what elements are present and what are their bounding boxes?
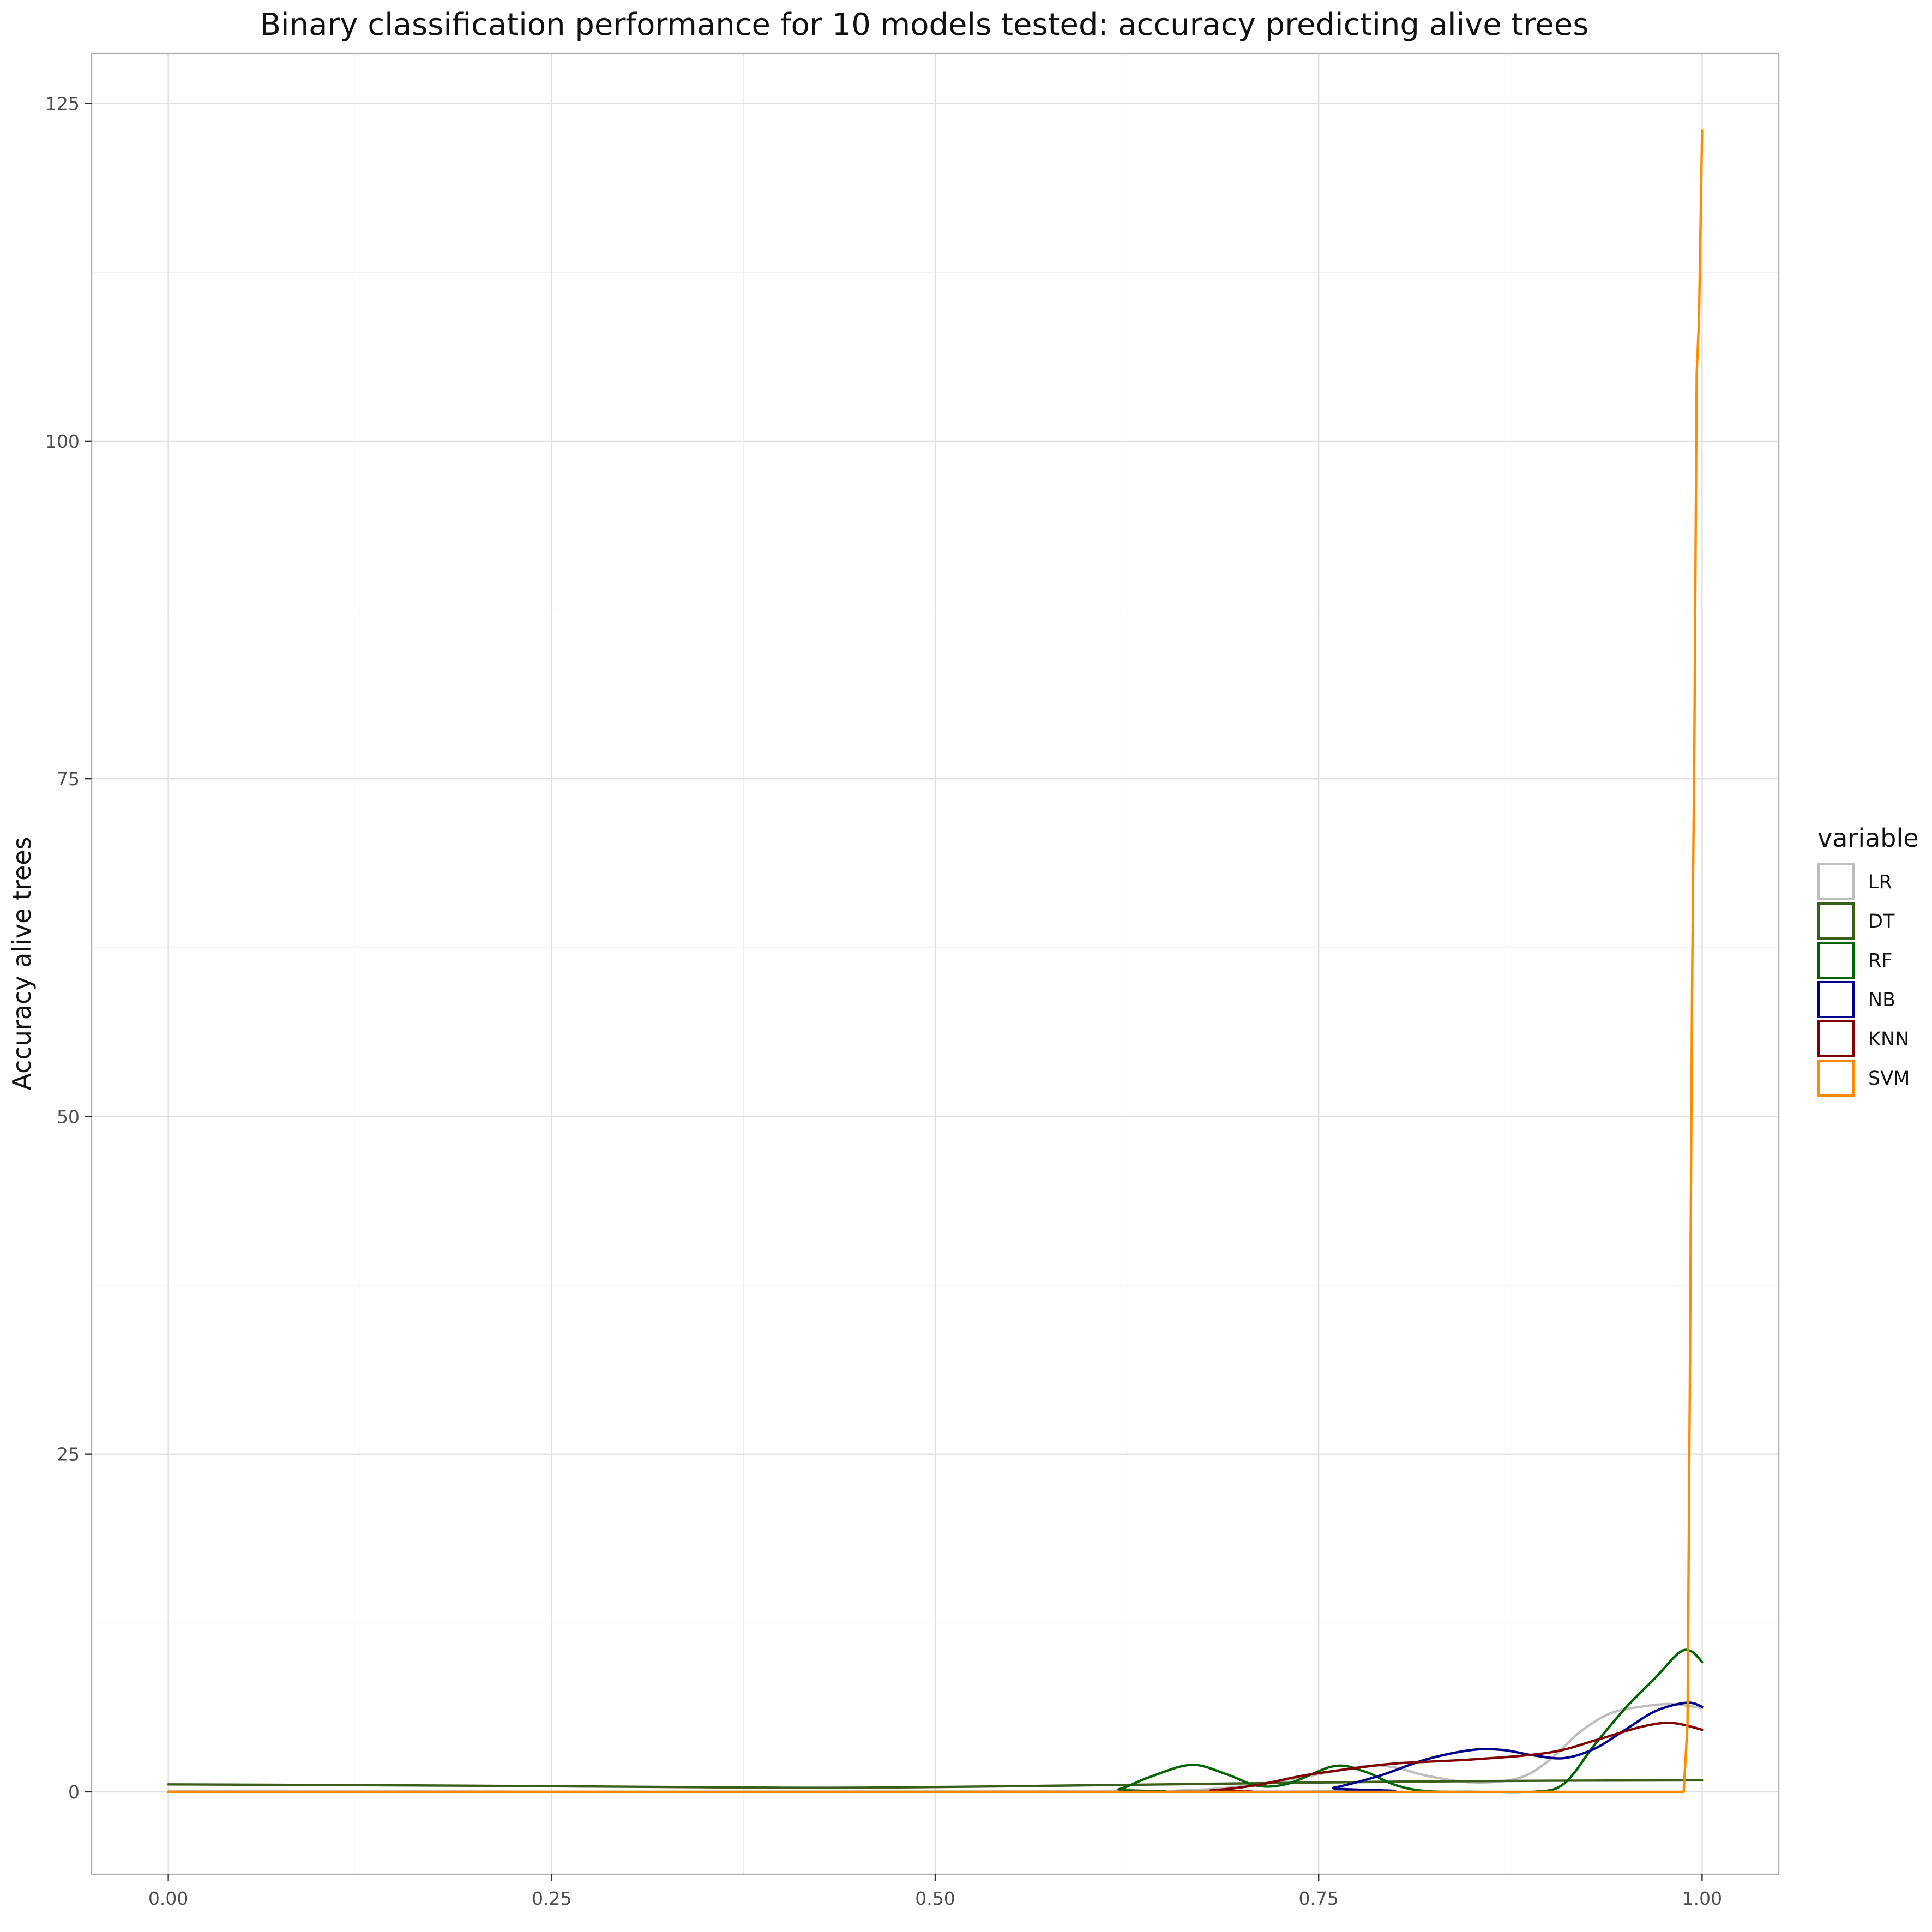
y-tick-label: 25	[57, 1444, 80, 1465]
legend-item-knn: KNN	[1817, 1020, 1909, 1057]
legend-label: NB	[1868, 989, 1895, 1011]
legend-key	[1817, 942, 1855, 979]
series-line-dt	[167, 1779, 1704, 1789]
series-layer	[167, 129, 1704, 1794]
legend-item-svm: SVM	[1817, 1060, 1910, 1097]
plot-area	[91, 52, 1780, 1875]
y-axis: 0 25 50 75 100 125	[45, 93, 92, 1803]
series-line-svm	[167, 129, 1704, 1793]
legend-item-rf: RF	[1817, 942, 1892, 979]
legend-label: LR	[1868, 871, 1892, 893]
legend: variable LR DT RF NB KNN SVM	[1817, 823, 1919, 1097]
legend-item-lr: LR	[1817, 863, 1892, 900]
legend-key	[1817, 981, 1855, 1018]
legend-key	[1817, 863, 1855, 900]
legend-label: RF	[1868, 950, 1892, 972]
y-tick-label: 0	[68, 1781, 80, 1803]
x-tick-label: 1.00	[1682, 1888, 1722, 1909]
x-axis: 0.00 0.25 0.50 0.75 1.00	[148, 1874, 1722, 1909]
y-tick-label: 125	[45, 93, 80, 115]
x-tick-label: 0.75	[1298, 1888, 1338, 1909]
legend-key	[1817, 1020, 1855, 1057]
legend-label: KNN	[1868, 1028, 1909, 1050]
legend-items: LR DT RF NB KNN SVM	[1817, 863, 1910, 1097]
x-tick-label: 0.50	[915, 1888, 955, 1909]
legend-title: variable	[1817, 823, 1919, 853]
y-tick-label: 100	[45, 431, 80, 452]
x-tick-label: 0.00	[148, 1888, 188, 1909]
chart-title: Binary classification performance for 10…	[260, 7, 1589, 43]
legend-key	[1817, 1060, 1855, 1097]
y-tick-label: 50	[57, 1106, 80, 1127]
y-axis-title: Accuracy alive trees	[7, 836, 37, 1090]
y-tick-label: 75	[57, 768, 80, 790]
legend-label: DT	[1868, 911, 1895, 932]
legend-key	[1817, 902, 1855, 940]
legend-label: SVM	[1868, 1068, 1910, 1090]
x-tick-label: 0.25	[532, 1888, 571, 1909]
legend-item-dt: DT	[1817, 902, 1895, 940]
grid	[92, 53, 1779, 1874]
legend-item-nb: NB	[1817, 981, 1895, 1018]
